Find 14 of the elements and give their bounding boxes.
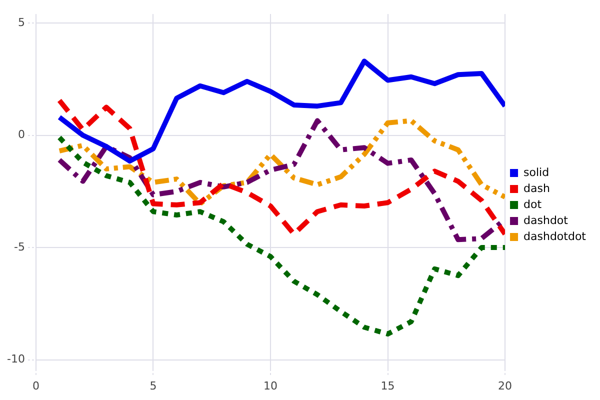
- y-tick-label: -5: [14, 240, 25, 254]
- x-tick-label: 20: [498, 379, 512, 392]
- y-tick-label: -10: [7, 352, 25, 366]
- legend-label: dot: [524, 198, 542, 211]
- x-tick-label: 5: [150, 379, 157, 392]
- x-tick-label: 10: [263, 379, 278, 392]
- y-tick-label: 0: [18, 128, 25, 142]
- y-tick-label: 5: [18, 16, 25, 29]
- legend-label: dashdot: [524, 214, 569, 227]
- legend-label: dashdotdot: [524, 230, 587, 243]
- legend-label: dash: [524, 182, 550, 195]
- x-tick-label: 15: [380, 379, 395, 392]
- x-tick-label: 0: [32, 379, 40, 392]
- legend-label: solid: [524, 166, 550, 179]
